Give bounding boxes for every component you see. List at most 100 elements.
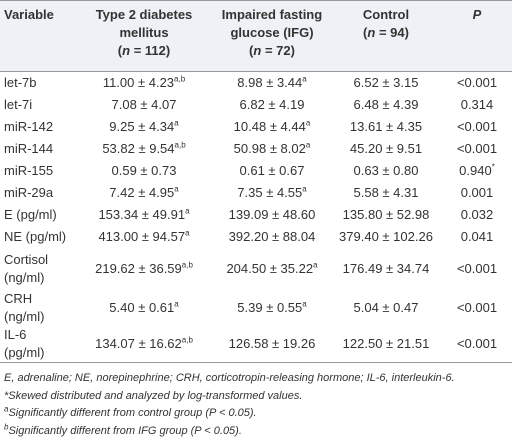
footnote-text: *Skewed distributed and analyzed by log-… — [4, 390, 302, 402]
cell-superscript: a — [174, 300, 178, 309]
cell-text: CRH (ng/ml) — [4, 291, 44, 324]
value-cell: 5.40 ± 0.61a — [74, 290, 214, 326]
header-cell: Impaired fasting glucose (IFG)(n = 72) — [214, 1, 330, 72]
value-cell: 0.63 ± 0.80 — [330, 160, 442, 182]
value-cell: 0.940* — [442, 160, 512, 182]
cell-text: 13.61 ± 4.35 — [350, 119, 422, 134]
header-cell: Control(n = 94) — [330, 1, 442, 72]
cell-text: let-7b — [4, 75, 37, 90]
value-cell: 7.08 ± 4.07 — [74, 94, 214, 116]
cell-superscript: a — [306, 119, 310, 128]
cell-text: 6.52 ± 3.15 — [354, 75, 419, 90]
value-cell: <0.001 — [442, 138, 512, 160]
cell-text: Cortisol (ng/ml) — [4, 252, 48, 285]
cell-text: 0.63 ± 0.80 — [354, 163, 419, 178]
footnote: aSignificantly different from control gr… — [4, 406, 508, 421]
variable-cell: miR-144 — [0, 138, 74, 160]
header-title: P — [473, 7, 482, 22]
variable-cell: IL-6 (pg/ml) — [0, 326, 74, 363]
value-cell: 7.35 ± 4.55a — [214, 182, 330, 204]
cell-superscript: a — [302, 75, 306, 84]
cell-text: 45.20 ± 9.51 — [350, 141, 422, 156]
value-cell: 0.001 — [442, 182, 512, 204]
cell-text: 0.041 — [461, 229, 494, 244]
value-cell: 9.25 ± 4.34a — [74, 116, 214, 138]
value-cell: 6.52 ± 3.15 — [330, 72, 442, 95]
footnote: *Skewed distributed and analyzed by log-… — [4, 389, 508, 404]
cell-text: <0.001 — [457, 261, 497, 276]
cell-text: <0.001 — [457, 119, 497, 134]
value-cell: 153.34 ± 49.91a — [74, 204, 214, 226]
value-cell: 5.58 ± 4.31 — [330, 182, 442, 204]
value-cell: 0.314 — [442, 94, 512, 116]
value-cell: 7.42 ± 4.95a — [74, 182, 214, 204]
header-cell: Type 2 diabetes mellitus(n = 112) — [74, 1, 214, 72]
cell-text: 379.40 ± 102.26 — [339, 229, 433, 244]
value-cell: 8.98 ± 3.44a — [214, 72, 330, 95]
header-title: Type 2 diabetes mellitus — [96, 7, 193, 40]
cell-text: miR-144 — [4, 141, 53, 156]
cell-text: <0.001 — [457, 141, 497, 156]
footnotes: E, adrenaline; NE, norepinephrine; CRH, … — [0, 363, 512, 438]
cell-superscript: a — [174, 185, 178, 194]
cell-text: 5.40 ± 0.61 — [109, 300, 174, 315]
cell-text: 153.34 ± 49.91 — [98, 207, 185, 222]
variable-cell: miR-29a — [0, 182, 74, 204]
cell-text: miR-29a — [4, 185, 53, 200]
cell-superscript: a — [313, 261, 317, 270]
cell-text: 6.48 ± 4.39 — [354, 97, 419, 112]
cell-text: 8.98 ± 3.44 — [237, 75, 302, 90]
value-cell: <0.001 — [442, 248, 512, 290]
cell-text: 5.58 ± 4.31 — [354, 185, 419, 200]
cell-superscript: * — [492, 163, 495, 172]
value-cell: 135.80 ± 52.98 — [330, 204, 442, 226]
value-cell: 0.59 ± 0.73 — [74, 160, 214, 182]
cell-text: miR-142 — [4, 119, 53, 134]
value-cell: 5.39 ± 0.55a — [214, 290, 330, 326]
cell-text: 204.50 ± 35.22 — [226, 261, 313, 276]
cell-text: 7.08 ± 4.07 — [112, 97, 177, 112]
value-cell: 53.82 ± 9.54a,b — [74, 138, 214, 160]
footnote-text: Significantly different from IFG group (… — [8, 425, 241, 437]
cell-text: 122.50 ± 21.51 — [343, 336, 430, 351]
variable-cell: miR-155 — [0, 160, 74, 182]
cell-superscript: a — [174, 119, 178, 128]
cell-superscript: a — [306, 141, 310, 150]
variable-cell: NE (pg/ml) — [0, 226, 74, 248]
cell-text: 392.20 ± 88.04 — [229, 229, 316, 244]
footnote-text: E, adrenaline; NE, norepinephrine; CRH, … — [4, 372, 455, 384]
variable-cell: Cortisol (ng/ml) — [0, 248, 74, 290]
cell-superscript: a,b — [175, 141, 186, 150]
cell-text: NE (pg/ml) — [4, 229, 66, 244]
cell-text: 219.62 ± 36.59 — [95, 261, 182, 276]
value-cell: 204.50 ± 35.22a — [214, 248, 330, 290]
header-title: Impaired fasting glucose (IFG) — [222, 7, 322, 40]
variable-cell: miR-142 — [0, 116, 74, 138]
value-cell: 122.50 ± 21.51 — [330, 326, 442, 363]
cell-text: 0.61 ± 0.67 — [240, 163, 305, 178]
variable-cell: let-7i — [0, 94, 74, 116]
value-cell: 139.09 ± 48.60 — [214, 204, 330, 226]
cell-superscript: a — [302, 185, 306, 194]
cell-text: <0.001 — [457, 75, 497, 90]
variable-cell: E (pg/ml) — [0, 204, 74, 226]
cell-text: 53.82 ± 9.54 — [102, 141, 174, 156]
footnote: E, adrenaline; NE, norepinephrine; CRH, … — [4, 371, 508, 386]
cell-text: 413.00 ± 94.57 — [98, 229, 185, 244]
value-cell: 50.98 ± 8.02a — [214, 138, 330, 160]
cell-text: 50.98 ± 8.02 — [234, 141, 306, 156]
cell-text: 176.49 ± 34.74 — [343, 261, 430, 276]
value-cell: <0.001 — [442, 290, 512, 326]
